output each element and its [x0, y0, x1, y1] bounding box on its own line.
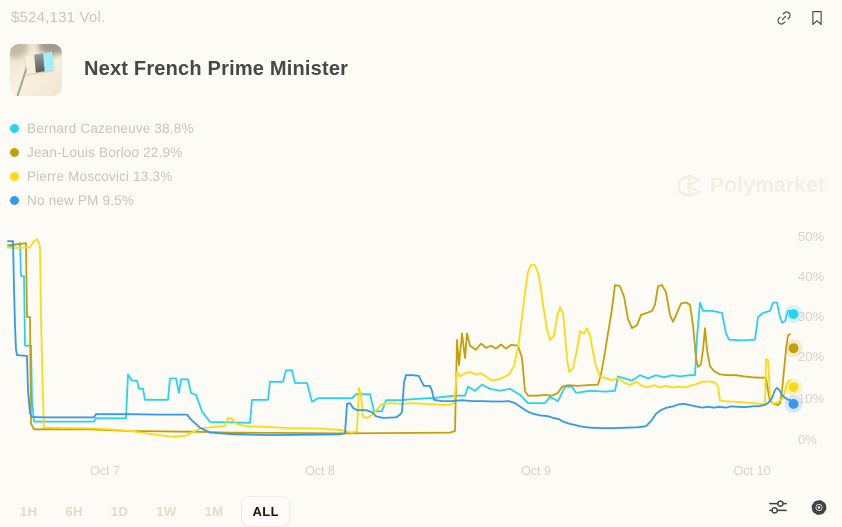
bookmark-icon [812, 11, 822, 25]
x-axis-tick: Oct 7 [90, 464, 120, 478]
y-axis-tick: 50% [798, 229, 825, 244]
time-range-toolbar: 1H 6H 1D 1W 1M ALL [10, 496, 290, 527]
market-title: Next French Prime Minister [84, 58, 349, 80]
x-axis-tick: Oct 9 [521, 464, 551, 478]
legend-item-moscovici[interactable]: Pierre Moscovici 13.3% [10, 164, 194, 188]
legend-item-borloo[interactable]: Jean-Louis Borloo 22.9% [10, 140, 194, 164]
gear-icon [811, 499, 827, 515]
market-avatar-flag-image [10, 44, 62, 96]
settings-gear-button[interactable] [809, 497, 829, 517]
chart-options-button[interactable] [768, 497, 788, 517]
legend-item-no-new-pm[interactable]: No new PM 9.5% [10, 188, 194, 212]
legend-dot-cyan [10, 123, 19, 133]
y-axis-tick: 0% [798, 432, 817, 447]
range-button-1d[interactable]: 1D [101, 497, 138, 526]
avatar-smudge [10, 44, 28, 58]
range-button-6h[interactable]: 6H [55, 497, 92, 526]
series-line-jean-louis-borloo [7, 242, 791, 435]
chart-settings [768, 497, 829, 517]
range-button-all[interactable]: ALL [241, 496, 290, 527]
legend-dot-yellow [10, 171, 19, 181]
range-button-1m[interactable]: 1M [195, 497, 234, 526]
series-end-dot-pierre-moscovici [788, 382, 799, 393]
sliders-icon [769, 500, 787, 514]
header-actions [774, 8, 827, 28]
y-axis-tick: 30% [798, 309, 825, 324]
range-button-1w[interactable]: 1W [146, 497, 186, 526]
range-button-1h[interactable]: 1H [10, 497, 47, 526]
link-icon [777, 11, 791, 25]
y-axis-tick: 10% [798, 391, 825, 406]
series-end-dot-bernard-cazeneuve [788, 309, 799, 320]
x-axis-tick: Oct 8 [305, 464, 335, 478]
y-axis-tick: 40% [798, 269, 825, 284]
copy-link-button[interactable] [774, 8, 794, 28]
chart-legend: Bernard Cazeneuve 38.8% Jean-Louis Borlo… [10, 116, 194, 212]
legend-dot-blue [10, 195, 19, 205]
x-axis-tick: Oct 10 [733, 464, 771, 478]
legend-dot-dark-yellow [10, 147, 19, 157]
series-line-bernard-cazeneuve [7, 242, 791, 424]
bookmark-button[interactable] [807, 8, 827, 28]
series-line-pierre-moscovici [7, 238, 791, 438]
y-axis-tick: 20% [798, 349, 825, 364]
series-end-dot-jean-louis-borloo [788, 343, 799, 354]
avatar-smudge [38, 44, 62, 55]
legend-item-cazeneuve[interactable]: Bernard Cazeneuve 38.8% [10, 116, 194, 140]
series-end-dot-no-new-pm [788, 398, 799, 409]
volume-text: $524,131 Vol. [11, 9, 106, 26]
series-line-no-new-pm [7, 240, 791, 437]
